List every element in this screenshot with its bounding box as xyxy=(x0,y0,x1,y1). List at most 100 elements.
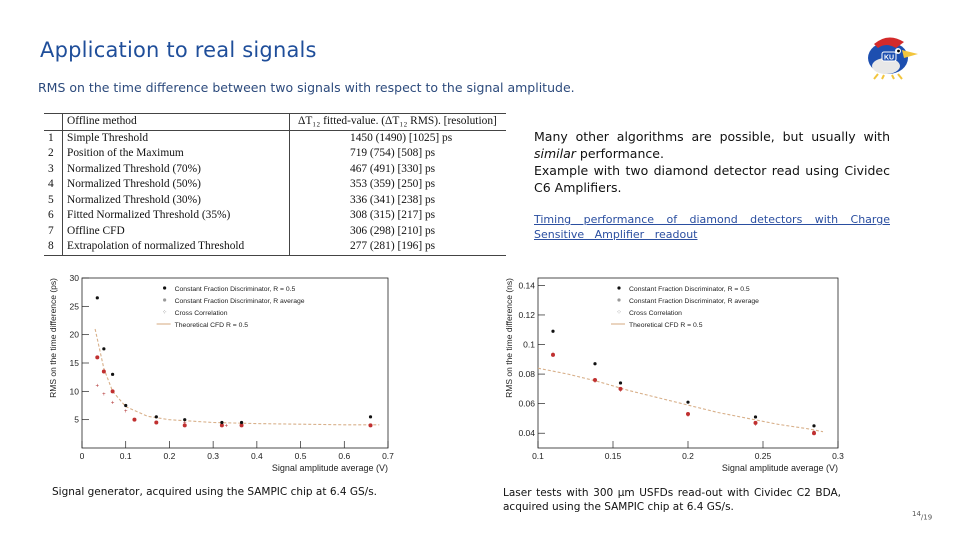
table-row: 7 Offline CFD 306 (298) [210] ps xyxy=(44,223,506,239)
left-plot-cfd05-point xyxy=(111,372,115,376)
right-plot-ytick-label: 0.06 xyxy=(518,399,535,409)
row-value: 467 (491) [330] ps xyxy=(350,162,436,175)
left-plot-cfd05-point xyxy=(368,415,373,419)
svg-text:KU: KU xyxy=(884,55,894,62)
right-plot-cfd-avg-point xyxy=(551,352,555,357)
right-plot-legend-label: Constant Fraction Discriminator, R = 0.5 xyxy=(629,286,750,293)
right-plot-legend-label: Cross Correlation xyxy=(629,310,682,317)
left-plot-ytick-label: 30 xyxy=(70,273,80,283)
right-plot-ytick-label: 0.14 xyxy=(518,280,535,290)
row-method: Simple Threshold xyxy=(62,130,290,146)
left-plot-cfd-avg-point xyxy=(132,417,137,422)
right-plot-cfd05-point xyxy=(812,424,816,428)
row-number: 7 xyxy=(48,224,54,237)
table-row: 4 Normalized Threshold (50%) 353 (359) [25… xyxy=(44,177,506,193)
right-plot-cross-correlation-point: + xyxy=(686,413,690,419)
right-plot-cross-correlation-point: + xyxy=(593,379,597,385)
table-header-row: Offline method ΔT₁₂ fitted-value. (ΔT₁₂ … xyxy=(44,113,506,131)
row-number: 1 xyxy=(48,131,54,144)
right-plot-cfd-avg-point xyxy=(593,378,597,382)
slide-subtitle: RMS on the time difference between two s… xyxy=(38,80,575,95)
table-header-value: ΔT₁₂ fitted-value. (ΔT₁₂ RMS). [resoluti… xyxy=(289,113,506,131)
right-plot-ytick-label: 0.1 xyxy=(523,340,535,350)
paragraph-example: Example with two diamond detector read u… xyxy=(534,163,890,195)
row-value: 1450 (1490) [1025] ps xyxy=(350,131,453,144)
row-value: 277 (281) [196] ps xyxy=(289,239,506,256)
left-plot-xtick-label: 0.5 xyxy=(295,451,307,461)
right-plot-ylabel: RMS on the time difference (ns) xyxy=(504,278,514,398)
methods-table-grid: Offline method ΔT₁₂ fitted-value. (ΔT₁₂ … xyxy=(44,113,506,256)
caption-left: Signal generator, acquired using the SAM… xyxy=(52,486,377,498)
left-plot-legend-label: Constant Fraction Discriminator, R avera… xyxy=(175,298,305,305)
left-plot-xtick-label: 0.7 xyxy=(382,451,394,461)
right-plot-legend-marker xyxy=(617,298,621,302)
left-plot-cross-correlation-point: + xyxy=(124,409,128,415)
left-plot-ytick-label: 10 xyxy=(70,386,80,396)
left-plot-legend-marker xyxy=(163,286,167,290)
slide-title: Application to real signals xyxy=(40,38,317,62)
description-text: Many other algorithms are possible, but … xyxy=(534,128,890,196)
row-number: 2 xyxy=(48,147,54,159)
caption-right: Laser tests with 300 µm USFDs read-out w… xyxy=(503,487,841,513)
methods-table: Offline method ΔT₁₂ fitted-value. (ΔT₁₂ … xyxy=(44,113,506,257)
right-plot-cfd-avg-point xyxy=(812,431,816,436)
left-plot-xtick-label: 0.2 xyxy=(164,451,176,461)
row-method: Fitted Normalized Threshold (35%) xyxy=(62,208,290,224)
right-plot-cfd05-point xyxy=(618,381,623,385)
table-row: 6 Fitted Normalized Threshold (35%) 308 (3… xyxy=(44,208,506,224)
table-row: 2 Position of the Maximum 719 (754) [508] … xyxy=(44,146,506,162)
left-plot-cfd05-point xyxy=(220,420,224,425)
left-plot-cfd05-point xyxy=(239,420,244,425)
reference-link[interactable]: Timing performance of diamond detectors … xyxy=(534,213,890,241)
row-number: 3 xyxy=(48,162,54,175)
left-plot-xtick-label: 0.1 xyxy=(120,451,132,461)
right-plot-xtick-label: 0.15 xyxy=(605,451,622,461)
left-plot-cfd-avg-point xyxy=(182,423,187,428)
right-plot-cfd05-point xyxy=(593,362,597,366)
row-number: 4 xyxy=(48,178,54,190)
left-plot-legend-label: Constant Fraction Discriminator, R = 0.5 xyxy=(175,286,296,293)
left-plot-legend-label: Theoretical CFD R = 0.5 xyxy=(175,322,249,329)
page-number: 14/19 xyxy=(912,510,933,522)
left-plot-cfd-avg-point xyxy=(95,355,100,360)
row-value: 308 (315) [217] ps xyxy=(350,209,436,221)
right-plot-legend-label: Constant Fraction Discriminator, R avera… xyxy=(629,298,759,305)
right-plot-xtick-label: 0.25 xyxy=(755,451,772,461)
row-method: Extrapolation of normalized Threshold xyxy=(62,239,290,256)
jayhawk-logo-icon: KU xyxy=(868,37,918,80)
right-plot-cfd-avg-point xyxy=(686,412,690,416)
right-plot-cfd05-point xyxy=(551,329,555,333)
row-number: 5 xyxy=(48,193,54,206)
left-plot-ytick-label: 25 xyxy=(70,301,80,311)
right-plot-xlabel: Signal amplitude average (V) xyxy=(722,463,838,473)
row-method: Position of the Maximum xyxy=(62,146,290,162)
right-plot-legend-marker xyxy=(617,286,621,290)
right-plot-xtick-label: 0.2 xyxy=(682,451,694,461)
right-plot-cross-correlation-point: + xyxy=(754,422,758,428)
right-plot-legend-label: Theoretical CFD R = 0.5 xyxy=(629,322,703,329)
left-plot-ylabel: RMS on the time difference (ps) xyxy=(48,278,58,398)
right-plot-xtick-label: 0.1 xyxy=(532,451,544,461)
right-plot-cfd-avg-point xyxy=(618,386,623,391)
left-plot-cfd05-point xyxy=(124,403,128,408)
row-value: 719 (754) [508] ps xyxy=(350,147,436,159)
left-plot-xlabel: Signal amplitude average (V) xyxy=(272,463,388,473)
right-plot-ytick-label: 0.08 xyxy=(518,369,535,379)
left-plot-xtick-label: 0.4 xyxy=(251,451,263,461)
table-row: 3 Normalized Threshold (70%) 467 (491) [33… xyxy=(44,161,506,177)
right-plot-ytick-label: 0.04 xyxy=(518,428,535,438)
row-value: 306 (298) [210] ps xyxy=(350,224,436,237)
left-plot-ytick-label: 20 xyxy=(70,330,80,340)
left-plot-cfd-avg-point xyxy=(110,389,115,394)
left-plot-cfd05-point xyxy=(102,347,106,351)
left-plot-cfd-avg-point xyxy=(219,423,224,428)
left-plot-cfd05-point xyxy=(183,418,187,422)
left-plot-cfd-avg-point xyxy=(368,423,373,428)
right-plot-theoretical-cfd-line xyxy=(537,367,824,433)
left-plot-legend-marker: ⁘ xyxy=(162,310,167,316)
right-plot-cross-correlation-point: + xyxy=(619,388,623,394)
left-plot-xtick-label: 0.3 xyxy=(207,451,219,461)
right-plot-cfd05-point xyxy=(753,415,758,419)
left-plot-ytick-label: 5 xyxy=(74,415,79,425)
row-method: Normalized Threshold (70%) xyxy=(62,161,290,177)
